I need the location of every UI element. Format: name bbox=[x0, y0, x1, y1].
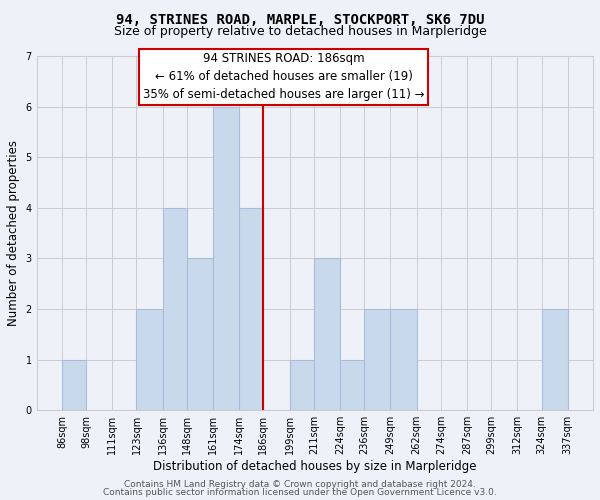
Text: Size of property relative to detached houses in Marpleridge: Size of property relative to detached ho… bbox=[113, 25, 487, 38]
Bar bbox=[391, 309, 416, 410]
Text: 94, STRINES ROAD, MARPLE, STOCKPORT, SK6 7DU: 94, STRINES ROAD, MARPLE, STOCKPORT, SK6… bbox=[116, 12, 484, 26]
Bar bbox=[314, 258, 340, 410]
Y-axis label: Number of detached properties: Number of detached properties bbox=[7, 140, 20, 326]
Bar bbox=[340, 360, 364, 410]
Bar bbox=[213, 106, 239, 410]
Text: Contains public sector information licensed under the Open Government Licence v3: Contains public sector information licen… bbox=[103, 488, 497, 497]
Bar bbox=[62, 360, 86, 410]
Text: 94 STRINES ROAD: 186sqm
← 61% of detached houses are smaller (19)
35% of semi-de: 94 STRINES ROAD: 186sqm ← 61% of detache… bbox=[143, 52, 424, 101]
Bar bbox=[290, 360, 314, 410]
Bar bbox=[136, 309, 163, 410]
Bar bbox=[187, 258, 213, 410]
Text: Contains HM Land Registry data © Crown copyright and database right 2024.: Contains HM Land Registry data © Crown c… bbox=[124, 480, 476, 489]
Bar bbox=[364, 309, 391, 410]
Bar bbox=[542, 309, 568, 410]
X-axis label: Distribution of detached houses by size in Marpleridge: Distribution of detached houses by size … bbox=[153, 460, 476, 473]
Bar bbox=[239, 208, 263, 410]
Bar bbox=[163, 208, 187, 410]
